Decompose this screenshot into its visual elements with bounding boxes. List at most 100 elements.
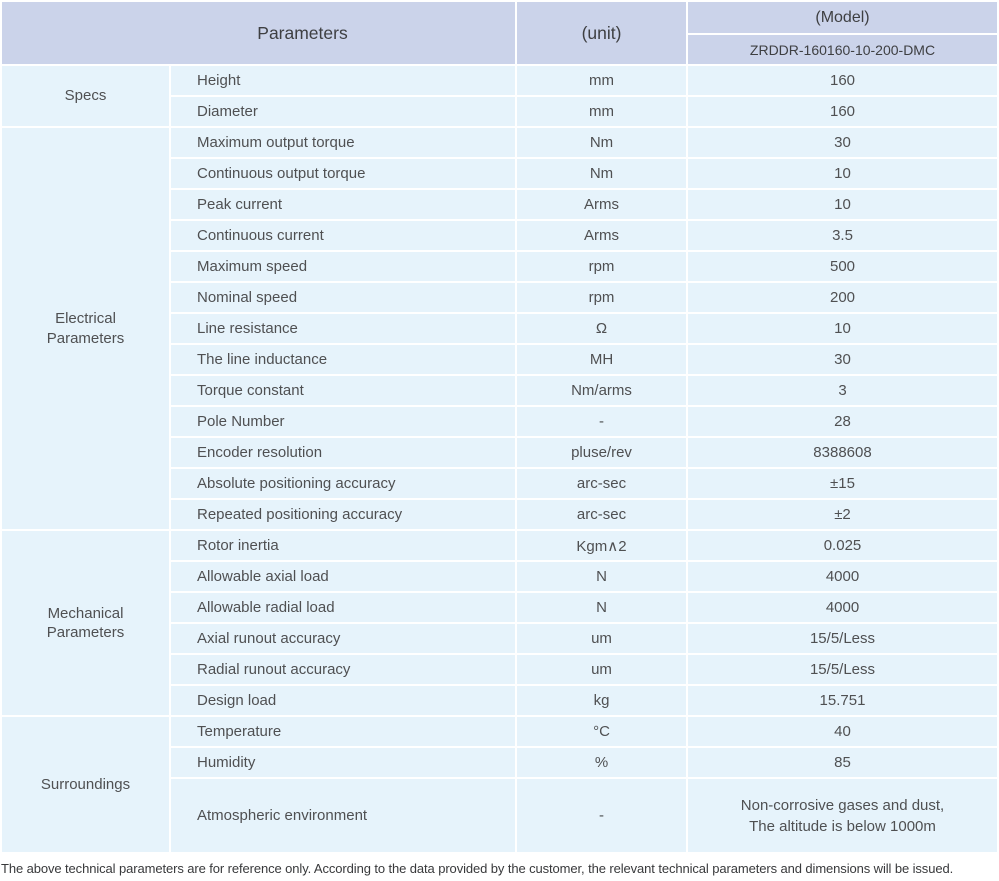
table-row: Peak current Arms 10 bbox=[171, 190, 997, 219]
table-row: Rotor inertia Kgm∧2 0.025 bbox=[171, 531, 997, 560]
model-label: (Model) bbox=[688, 2, 997, 33]
unit-cell: um bbox=[517, 655, 686, 684]
value-cell: 30 bbox=[688, 128, 997, 157]
table-row: Continuous current Arms 3.5 bbox=[171, 221, 997, 250]
value-cell: 500 bbox=[688, 252, 997, 281]
group-label-electrical: Electrical Parameters bbox=[2, 128, 169, 529]
table-row: Allowable axial load N 4000 bbox=[171, 562, 997, 591]
value-cell: 15.751 bbox=[688, 686, 997, 715]
value-cell: 160 bbox=[688, 66, 997, 95]
header-parameters-cell: Parameters bbox=[2, 2, 515, 64]
unit-cell: °C bbox=[517, 717, 686, 746]
value-cell: 28 bbox=[688, 407, 997, 436]
section-electrical: Electrical Parameters Maximum output torq… bbox=[2, 128, 997, 529]
table-row: Maximum output torque Nm 30 bbox=[171, 128, 997, 157]
section-rows-mechanical: Rotor inertia Kgm∧2 0.025 Allowable axial l… bbox=[171, 531, 997, 715]
unit-cell: N bbox=[517, 593, 686, 622]
unit-cell: Kgm∧2 bbox=[517, 531, 686, 560]
param-cell: Maximum speed bbox=[171, 252, 515, 281]
table-row: Pole Number -28 bbox=[171, 407, 997, 436]
spec-table: Parameters (unit) (Model) ZRDDR-160160-1… bbox=[0, 0, 999, 854]
param-cell: Continuous output torque bbox=[171, 159, 515, 188]
table-row: Line resistance Ω 10 bbox=[171, 314, 997, 343]
unit-cell: Nm bbox=[517, 159, 686, 188]
value-cell: 3 bbox=[688, 376, 997, 405]
value-cell: 200 bbox=[688, 283, 997, 312]
value-cell: 4000 bbox=[688, 562, 997, 591]
param-cell: Allowable axial load bbox=[171, 562, 515, 591]
param-cell: Humidity bbox=[171, 748, 515, 777]
table-header-row: Parameters (unit) (Model) ZRDDR-160160-1… bbox=[2, 2, 997, 64]
value-cell: 10 bbox=[688, 159, 997, 188]
value-cell: 30 bbox=[688, 345, 997, 374]
value-cell: 15/5/Less bbox=[688, 624, 997, 653]
table-row: Height mm 160 bbox=[171, 66, 997, 95]
unit-cell: Arms bbox=[517, 221, 686, 250]
param-cell: Atmospheric environment bbox=[171, 779, 515, 852]
unit-cell: MH bbox=[517, 345, 686, 374]
value-cell: 8388608 bbox=[688, 438, 997, 467]
param-cell: Encoder resolution bbox=[171, 438, 515, 467]
unit-cell: rpm bbox=[517, 283, 686, 312]
unit-cell: rpm bbox=[517, 252, 686, 281]
table-row: Repeated positioning accuracy arc-sec ±2 bbox=[171, 500, 997, 529]
table-row: Axial runout accuracy um 15/5/Less bbox=[171, 624, 997, 653]
unit-label: (unit) bbox=[581, 22, 622, 43]
section-specs: Specs Height mm 160 Diameter mm 160 bbox=[2, 66, 997, 126]
section-rows-surroundings: Temperature °C 40 Humidity% 85 Atmospheric en… bbox=[171, 717, 997, 852]
param-cell: Repeated positioning accuracy bbox=[171, 500, 515, 529]
table-row: Maximum speed rpm 500 bbox=[171, 252, 997, 281]
table-row: Design load kg 15.751 bbox=[171, 686, 997, 715]
param-cell: Axial runout accuracy bbox=[171, 624, 515, 653]
table-row: Continuous output torque Nm 10 bbox=[171, 159, 997, 188]
value-cell: 40 bbox=[688, 717, 997, 746]
value-cell: 85 bbox=[688, 748, 997, 777]
table-row: The line inductance MH 30 bbox=[171, 345, 997, 374]
value-cell: ±2 bbox=[688, 500, 997, 529]
header-model-cell: (Model) ZRDDR-160160-10-200-DMC bbox=[688, 2, 997, 64]
parameters-label: Parameters bbox=[257, 22, 348, 43]
value-cell: 4000 bbox=[688, 593, 997, 622]
unit-cell: % bbox=[517, 748, 686, 777]
table-row: Encoder resolution pluse/rev 8388608 bbox=[171, 438, 997, 467]
section-mechanical: Mechanical Parameters Rotor inertia Kgm∧2 0… bbox=[2, 531, 997, 715]
table-row: Diameter mm 160 bbox=[171, 97, 997, 126]
table-row: Absolute positioning accuracy arc-sec ±15 bbox=[171, 469, 997, 498]
group-label-mechanical: Mechanical Parameters bbox=[2, 531, 169, 715]
unit-cell: Ω bbox=[517, 314, 686, 343]
unit-cell: mm bbox=[517, 66, 686, 95]
param-cell: Allowable radial load bbox=[171, 593, 515, 622]
value-cell: Non-corrosive gases and dust, The altitu… bbox=[688, 779, 997, 852]
param-cell: Diameter bbox=[171, 97, 515, 126]
unit-cell: Arms bbox=[517, 190, 686, 219]
param-cell: Nominal speed bbox=[171, 283, 515, 312]
table-row: Radial runout accuracy um 15/5/Less bbox=[171, 655, 997, 684]
value-cell: 0.025 bbox=[688, 531, 997, 560]
value-cell: 3.5 bbox=[688, 221, 997, 250]
param-cell: Maximum output torque bbox=[171, 128, 515, 157]
section-surroundings: Surroundings Temperature °C 40 Humidity% 85 At… bbox=[2, 717, 997, 852]
param-cell: Peak current bbox=[171, 190, 515, 219]
param-cell: Temperature bbox=[171, 717, 515, 746]
param-cell: Design load bbox=[171, 686, 515, 715]
value-cell: 160 bbox=[688, 97, 997, 126]
table-row: Nominal speed rpm 200 bbox=[171, 283, 997, 312]
param-cell: Rotor inertia bbox=[171, 531, 515, 560]
header-unit-cell: (unit) bbox=[517, 2, 686, 64]
unit-cell: pluse/rev bbox=[517, 438, 686, 467]
unit-cell: N bbox=[517, 562, 686, 591]
value-cell: 10 bbox=[688, 314, 997, 343]
table-row: Humidity% 85 bbox=[171, 748, 997, 777]
table-row: Torque constant Nm/arms 3 bbox=[171, 376, 997, 405]
footer-note: The above technical parameters are for r… bbox=[1, 861, 954, 876]
unit-cell: Nm bbox=[517, 128, 686, 157]
section-rows-electrical: Maximum output torque Nm 30 Continuous outp… bbox=[171, 128, 997, 529]
param-cell: Torque constant bbox=[171, 376, 515, 405]
unit-cell: arc-sec bbox=[517, 469, 686, 498]
unit-cell: arc-sec bbox=[517, 500, 686, 529]
value-cell: 15/5/Less bbox=[688, 655, 997, 684]
param-cell: Continuous current bbox=[171, 221, 515, 250]
value-cell: ±15 bbox=[688, 469, 997, 498]
unit-cell: um bbox=[517, 624, 686, 653]
value-cell: 10 bbox=[688, 190, 997, 219]
